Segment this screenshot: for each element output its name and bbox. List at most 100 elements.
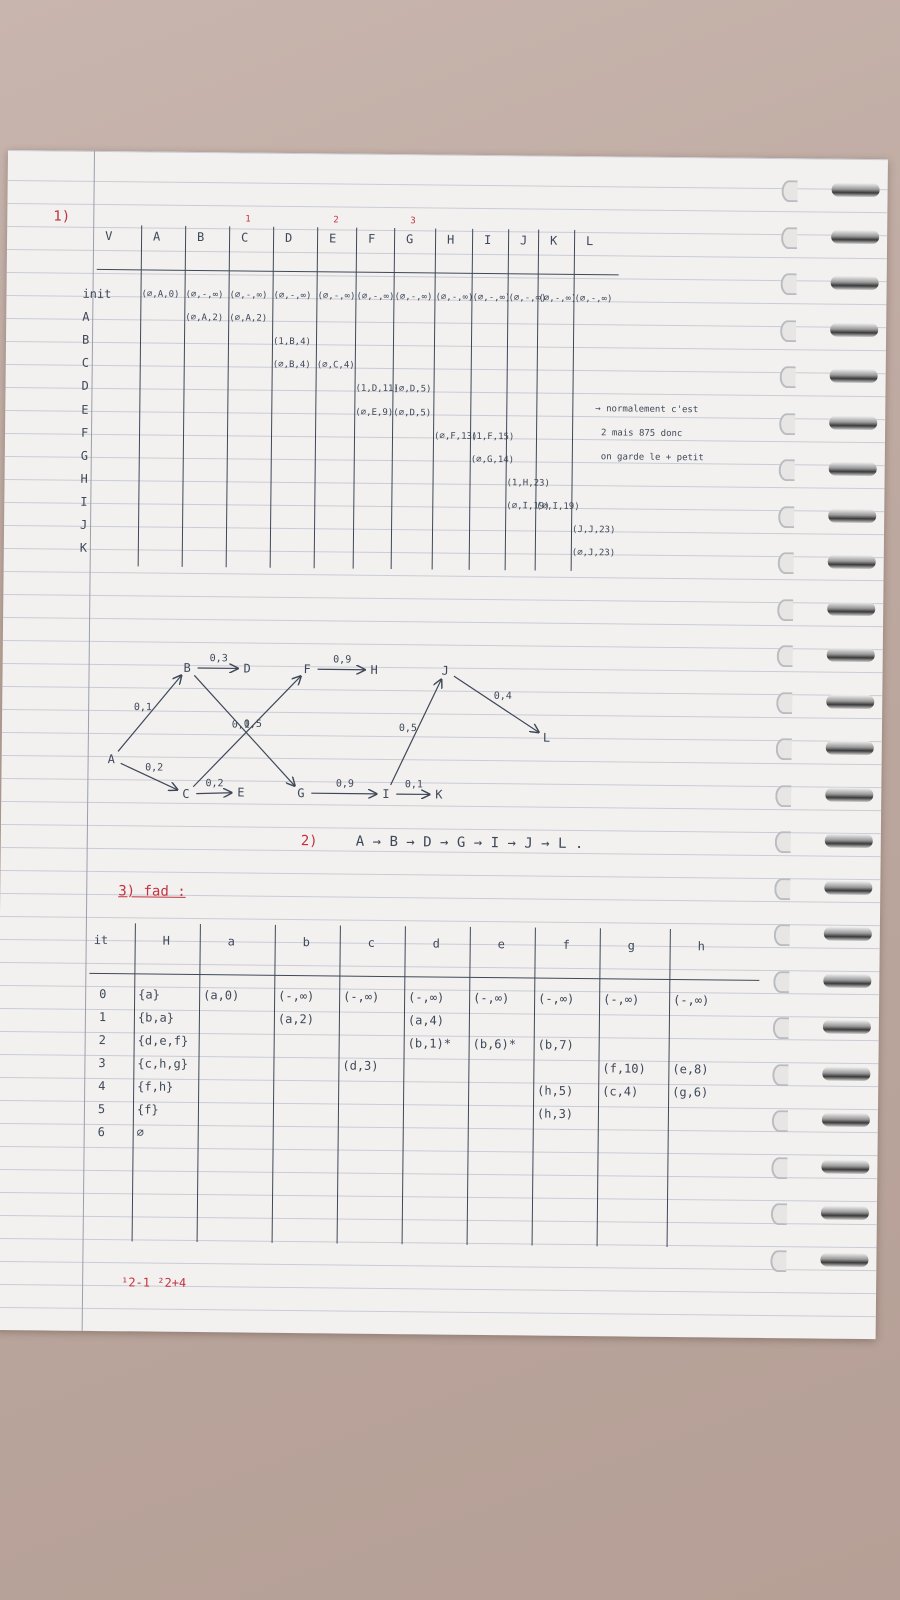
- graph-diagram: 0,10,20,30,20,50,10,90,90,50,10,4 ABCDEF…: [108, 653, 551, 801]
- binder-ring: [821, 1159, 870, 1174]
- iteration-number: 5: [97, 1101, 106, 1117]
- node-c: C: [182, 787, 189, 801]
- table-cell: (1,F,15): [470, 431, 515, 442]
- binder-ring: [830, 275, 879, 291]
- column-divider: [352, 227, 358, 569]
- binder-ring: [831, 229, 880, 244]
- fad-header-b: b: [302, 935, 311, 950]
- binder-ring: [826, 694, 875, 709]
- fad-cell: (a,2): [277, 1011, 315, 1027]
- fad-cell: (-,∞): [538, 991, 575, 1006]
- binder-ring: [823, 926, 872, 942]
- table-cell: (∅,I,19): [536, 501, 580, 512]
- column-header-d: D: [285, 230, 293, 245]
- column-header-c: C: [241, 230, 249, 245]
- table-cell: (∅,-,∞): [472, 292, 511, 304]
- binder-hole: [781, 180, 798, 203]
- table-cell: (∅,B,4): [272, 360, 311, 371]
- heap-set: {f,h}: [137, 1079, 174, 1094]
- edge-label: 0,5: [244, 719, 262, 730]
- row-label: K: [79, 540, 88, 555]
- table-cell: (∅,-,∞): [356, 291, 395, 303]
- binder-ring: [827, 601, 876, 616]
- iteration-number: 1: [98, 1010, 107, 1025]
- edge-label: 0,1: [405, 779, 423, 790]
- edge-label: 0,3: [210, 653, 228, 664]
- node-h: H: [371, 663, 378, 677]
- node-e: E: [237, 785, 244, 799]
- node-j: J: [441, 664, 448, 678]
- row-label: F: [80, 425, 89, 440]
- section3-title: 3) fad :: [118, 883, 186, 900]
- fad-header-h: h: [697, 939, 706, 954]
- edge-label: 0,1: [134, 702, 152, 713]
- fad-header-a: a: [227, 934, 236, 949]
- fad-cell: (b,1)*: [407, 1036, 452, 1051]
- binder-hole: [780, 273, 797, 296]
- fad-header-d: d: [432, 936, 441, 951]
- table-cell: (∅,C,4): [316, 360, 355, 371]
- iteration-number: 0: [99, 987, 107, 1002]
- column-mark-e: 2: [333, 215, 339, 226]
- column-header-e: E: [329, 231, 337, 246]
- fad-cell: (-,∞): [673, 993, 710, 1008]
- binder-hole: [777, 552, 794, 575]
- column-header-g: G: [406, 232, 414, 247]
- node-b: B: [184, 661, 191, 675]
- row-label: init: [82, 286, 112, 302]
- table-cell: (∅,-,∞): [394, 292, 433, 303]
- binder-hole: [773, 924, 790, 947]
- side-note-line-1: → normalement c'est: [595, 404, 699, 416]
- column-divider: [225, 226, 231, 568]
- section2-marker: 2): [300, 833, 318, 850]
- header-rule: [96, 268, 619, 276]
- binder-hole: [771, 1110, 788, 1133]
- fad-cell: (-,∞): [278, 988, 315, 1004]
- table-cell: (∅,E,9): [355, 407, 394, 418]
- node-i: I: [382, 787, 389, 801]
- heap-set: {f}: [136, 1102, 159, 1117]
- binder-hole: [771, 1156, 788, 1179]
- table-cell: (∅,J,23): [571, 548, 616, 559]
- binder-hole: [770, 1203, 788, 1226]
- column-mark-g: 3: [410, 216, 416, 227]
- iteration-number: 4: [98, 1078, 106, 1094]
- fad-header-f: f: [562, 937, 571, 952]
- row-label: A: [82, 309, 90, 324]
- fad-cell: (b,7): [537, 1037, 574, 1052]
- binder-hole: [775, 738, 792, 761]
- fad-column-divider: [131, 923, 136, 1242]
- binder-hole: [780, 319, 797, 342]
- table-cell: (∅,-,∞): [273, 290, 312, 302]
- edge-label: 0,2: [145, 762, 163, 773]
- binder-hole: [781, 226, 798, 249]
- heap-set: {b,a}: [137, 1010, 175, 1025]
- column-header-h: H: [447, 232, 455, 247]
- column-header-j: J: [520, 233, 528, 248]
- fad-cell: (a,4): [407, 1013, 445, 1028]
- column-divider: [468, 228, 474, 571]
- column-divider: [431, 228, 437, 570]
- binder-hole: [772, 1017, 789, 1040]
- fad-cell: (h,3): [536, 1106, 574, 1121]
- fad-header-g: g: [627, 938, 636, 953]
- row-label: C: [81, 356, 90, 371]
- table-cell: (∅,-,∞): [574, 293, 613, 305]
- column-divider: [534, 229, 540, 571]
- fad-cell: (-,∞): [473, 990, 510, 1006]
- fad-header-c: c: [367, 935, 376, 950]
- column-header-i: I: [484, 232, 492, 248]
- binder-ring: [824, 833, 873, 849]
- row-label: B: [81, 332, 90, 348]
- table-cell: (∅,-,∞): [538, 293, 577, 304]
- section1-marker: 1): [53, 208, 71, 225]
- fad-header-it: it: [93, 932, 109, 948]
- column-mark-c: 1: [245, 214, 251, 225]
- binder-ring: [829, 415, 878, 430]
- column-divider: [504, 229, 510, 571]
- fad-cell: (-,∞): [343, 989, 380, 1004]
- fad-cell: (g,6): [672, 1085, 709, 1100]
- table-cell: (1,H,23): [506, 478, 550, 489]
- table-cell: (1,D,11): [355, 384, 399, 395]
